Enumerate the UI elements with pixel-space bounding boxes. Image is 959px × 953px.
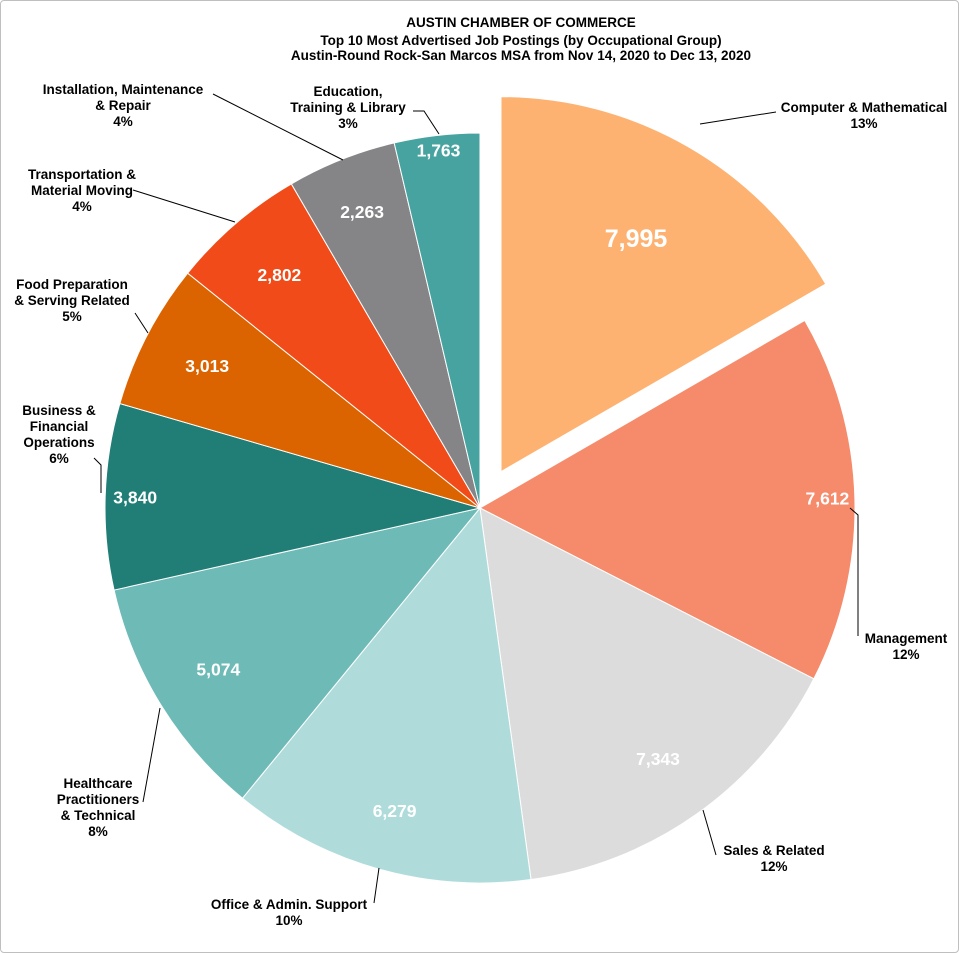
leader-line-management — [849, 507, 859, 636]
value-label-food-preparation-serving-related: 3,013 — [185, 356, 229, 376]
value-labels: 7,995 7,612 7,343 6,279 5,074 3,840 3,013 2,802… — [113, 140, 849, 821]
chart-title-line-2: Top 10 Most Advertised Job Postings (by … — [320, 33, 721, 48]
value-label-computer-mathematical: 7,995 — [605, 225, 668, 253]
percent-label-education-training-library: 3% — [338, 116, 358, 131]
chart-title-line-3: Austin-Round Rock-San Marcos MSA from No… — [291, 48, 751, 63]
category-label-line: Operations — [23, 435, 94, 450]
percent-label-installation-maintenance-repair: 4% — [113, 114, 133, 129]
category-label-line: Transportation & — [28, 167, 136, 182]
percent-label-food-preparation-serving-related: 5% — [62, 309, 82, 324]
slice-office-admin-support — [241, 506, 532, 884]
category-label-line: Healthcare — [63, 776, 133, 791]
percent-label-management: 12% — [892, 647, 919, 662]
category-label-line: Sales & Related — [723, 843, 824, 858]
category-label-line: Installation, Maintenance — [43, 82, 204, 97]
slice-computer-mathematical — [500, 96, 827, 473]
category-label-line: & Serving Related — [14, 293, 130, 308]
slice-healthcare-practitioners-technical — [113, 507, 482, 799]
slice-transportation-material-moving — [186, 183, 481, 509]
value-label-installation-maintenance-repair: 2,263 — [340, 202, 384, 222]
percent-label-healthcare-practitioners-technical: 8% — [88, 824, 108, 839]
category-label-line: Computer & Mathematical — [781, 100, 948, 115]
percent-label-office-admin-support: 10% — [275, 913, 302, 928]
category-label-line: Material Moving — [31, 183, 133, 198]
value-label-education-training-library: 1,763 — [417, 140, 461, 160]
category-label-line: Food Preparation — [16, 277, 128, 292]
value-label-healthcare-practitioners-technical: 5,074 — [196, 660, 240, 680]
slice-business-financial-operations — [104, 402, 481, 591]
category-label-line: Training & Library — [290, 100, 406, 115]
slice-education-training-library — [393, 132, 481, 509]
percent-label-transportation-material-moving: 4% — [72, 199, 92, 214]
leader-line-food-preparation-serving-related — [134, 312, 149, 334]
slice-food-preparation-serving-related — [119, 272, 481, 509]
leader-line-transportation-material-moving — [132, 189, 236, 223]
value-label-office-admin-support: 6,279 — [373, 801, 417, 821]
slice-sales-related — [479, 507, 815, 881]
leader-line-office-admin-support — [373, 867, 380, 904]
leader-line-computer-mathematical — [699, 111, 777, 125]
leader-line-healthcare-practitioners-technical — [142, 707, 161, 803]
leader-lines — [93, 93, 859, 904]
chart-title-line-1: AUSTIN CHAMBER OF COMMERCE — [406, 15, 636, 30]
value-label-transportation-material-moving: 2,802 — [258, 265, 302, 285]
category-labels: Computer & Mathematical13%Management12%S… — [14, 82, 948, 928]
percent-label-business-financial-operations: 6% — [49, 451, 69, 466]
leader-line-education-training-library — [413, 110, 440, 135]
value-label-management: 7,612 — [806, 489, 850, 509]
slice-management — [478, 319, 856, 680]
leader-line-installation-maintenance-repair — [212, 93, 344, 161]
value-label-sales-related: 7,343 — [636, 749, 680, 769]
category-label-line: Management — [865, 631, 948, 646]
category-label-line: Office & Admin. Support — [211, 897, 368, 912]
category-label-line: Education, — [313, 84, 382, 99]
category-label-line: Practitioners — [57, 792, 140, 807]
category-label-line: & Repair — [95, 98, 151, 113]
pie-slices — [104, 96, 856, 884]
percent-label-computer-mathematical: 13% — [850, 116, 877, 131]
category-label-line: Business & — [22, 403, 96, 418]
percent-label-sales-related: 12% — [760, 859, 787, 874]
value-label-business-financial-operations: 3,840 — [113, 487, 157, 507]
leader-line-sales-related — [702, 809, 717, 856]
category-label-line: Financial — [30, 419, 89, 434]
category-label-line: & Technical — [61, 808, 136, 823]
leader-line-business-financial-operations — [93, 457, 102, 493]
chart-title: AUSTIN CHAMBER OF COMMERCE Top 10 Most Ad… — [291, 15, 751, 63]
